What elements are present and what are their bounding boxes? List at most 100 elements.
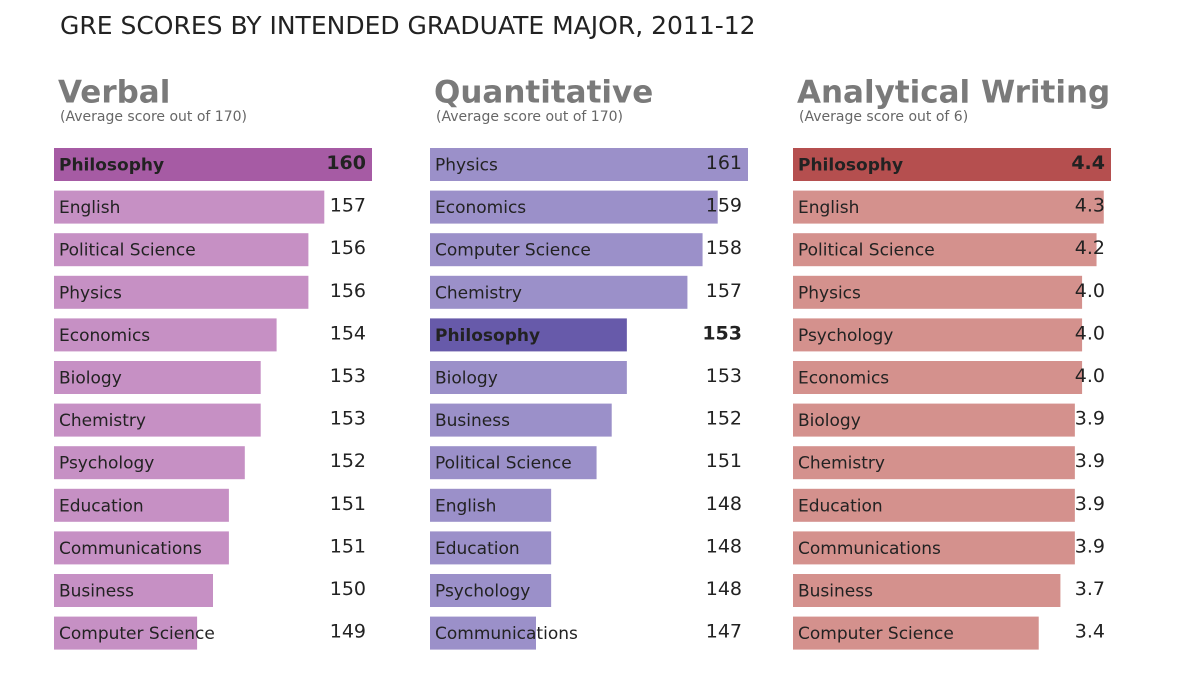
category-label: Computer Science [798,624,954,644]
category-label: Psychology [435,582,530,602]
category-label: Business [798,582,873,602]
page-subtitle: GRE SCORES BY INTENDED GRADUATE MAJOR, 2… [60,11,756,40]
category-label: Chemistry [435,283,522,303]
bar [793,616,1039,650]
value-label: 161 [706,152,742,174]
category-label: Political Science [435,454,572,474]
bar [430,403,612,437]
panel-subtitle: (Average score out of 170) [436,109,623,125]
value-label: 147 [706,621,742,643]
category-label: Biology [59,369,122,389]
value-label: 160 [326,152,366,174]
value-label: 151 [330,493,366,515]
category-label: Physics [435,156,498,176]
category-label: Chemistry [798,454,885,474]
category-label: Communications [59,539,202,559]
value-label: 3.4 [1075,621,1105,643]
category-label: Communications [435,624,578,644]
bar [430,233,703,267]
category-label: Business [59,582,134,602]
bar [793,148,1111,181]
value-label: 157 [706,280,742,302]
value-label: 159 [706,195,742,217]
value-label: 154 [330,322,366,344]
bar [430,574,552,607]
category-label: Computer Science [59,624,215,644]
category-label: Psychology [798,326,893,346]
value-label: 158 [706,237,742,259]
value-label: 3.9 [1075,450,1105,472]
category-label: Philosophy [59,156,164,176]
bar [430,318,627,352]
bar [54,531,229,565]
value-label: 3.9 [1075,493,1105,515]
bar [54,403,261,437]
category-label: Education [59,496,144,516]
category-label: English [798,198,859,218]
value-label: 3.7 [1075,578,1105,600]
category-label: Communications [798,539,941,559]
bar [430,446,597,480]
value-label: 151 [706,450,742,472]
category-label: Philosophy [435,326,540,346]
category-label: Business [435,411,510,431]
bar [793,488,1075,522]
value-label: 153 [702,322,742,344]
bar [430,148,748,181]
value-label: 148 [706,535,742,557]
bar [430,616,536,650]
bar [430,275,688,309]
value-label: 150 [330,578,366,600]
category-label: Economics [798,369,889,389]
bar [430,488,552,522]
category-label: Education [798,496,883,516]
bar [54,190,325,224]
value-label: 151 [330,535,366,557]
value-label: 156 [330,280,366,302]
bar [54,148,372,181]
value-label: 4.0 [1075,280,1105,302]
value-label: 3.9 [1075,408,1105,430]
category-label: Physics [798,283,861,303]
bar [793,275,1083,309]
value-label: 156 [330,237,366,259]
bar [793,403,1075,437]
bar [54,233,309,267]
panel-title: Quantitative [434,75,653,111]
bar [793,531,1075,565]
panel-subtitle: (Average score out of 6) [799,109,968,125]
category-label: Psychology [59,454,154,474]
value-label: 4.3 [1075,195,1105,217]
bar [54,574,213,607]
bar [793,233,1097,267]
bar [54,446,245,480]
value-label: 153 [330,408,366,430]
category-label: Computer Science [435,241,591,261]
bar [54,616,198,650]
value-label: 153 [330,365,366,387]
panel-title: Verbal [58,75,170,111]
bar [793,190,1104,224]
category-label: Philosophy [798,156,903,176]
category-label: Education [435,539,520,559]
bar [430,531,552,565]
value-label: 153 [706,365,742,387]
value-label: 149 [330,621,366,643]
value-label: 3.9 [1075,535,1105,557]
value-label: 148 [706,493,742,515]
category-label: English [59,198,120,218]
category-label: Chemistry [59,411,146,431]
bar [54,275,309,309]
value-label: 157 [330,195,366,217]
category-label: Physics [59,283,122,303]
bar [793,361,1083,394]
bar [793,446,1075,480]
category-label: Biology [798,411,861,431]
bar [54,488,229,522]
category-label: Economics [435,198,526,218]
bar [430,361,627,394]
bar [793,318,1083,352]
value-label: 4.2 [1075,237,1105,259]
bar [430,190,718,224]
